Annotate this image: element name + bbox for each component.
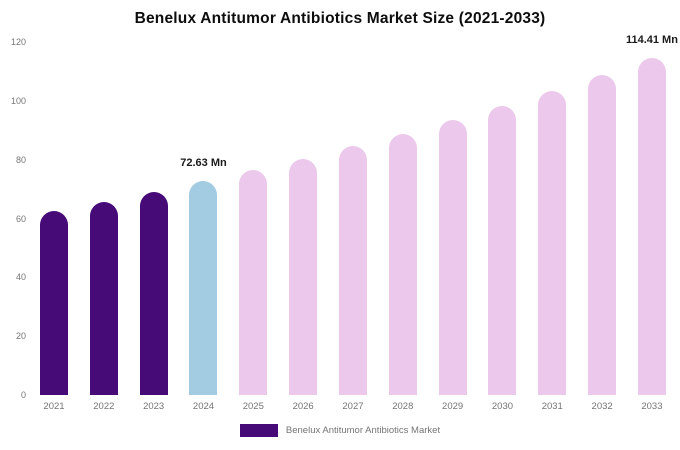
bar-2023	[139, 192, 168, 395]
y-tick-40: 40	[15, 272, 26, 283]
y-tick-0: 0	[20, 390, 26, 400]
bar-column-2032	[580, 42, 624, 395]
x-tick-2027: 2027	[342, 401, 364, 412]
legend: Benelux Antitumor Antibiotics Market	[0, 424, 680, 437]
bar-column-2027	[331, 42, 375, 395]
x-tick-2028: 2028	[392, 401, 414, 412]
x-tick-2029: 2029	[442, 401, 464, 412]
bar-2031	[538, 90, 567, 395]
x-tick-2021: 2021	[43, 401, 65, 412]
x-tick-2026: 2026	[292, 401, 314, 412]
bar-2025	[239, 170, 268, 395]
bar-2021	[40, 211, 68, 395]
bar-2029	[438, 120, 467, 395]
legend-swatch	[239, 424, 278, 437]
bar-2030	[488, 105, 517, 395]
chart-title: Benelux Antitumor Antibiotics Market Siz…	[134, 10, 546, 27]
y-tick-60: 60	[15, 213, 26, 224]
y-tick-80: 80	[15, 154, 26, 165]
y-tick-100: 100	[10, 95, 26, 106]
y-tick-20: 20	[15, 331, 26, 342]
data-label-2024: 72.63 Mn	[180, 157, 227, 170]
bars-area: 72.63 Mn 114.41 Mn	[32, 34, 678, 395]
bar-2028	[388, 133, 417, 395]
bar-2026	[289, 158, 318, 395]
x-tick-2022: 2022	[93, 401, 115, 412]
x-tick-2031: 2031	[541, 401, 563, 412]
bar-column-2024: 72.63 Mn	[180, 42, 227, 395]
plot-area: 72.63 Mn 114.41 Mn	[32, 34, 678, 395]
data-label-2033: 114.41 Mn	[625, 34, 678, 47]
x-tick-2030: 2030	[491, 401, 514, 412]
bar-column-2029	[431, 42, 475, 395]
bar-2027	[338, 146, 367, 395]
bar-column-2022	[82, 42, 126, 395]
bar-2032	[588, 75, 617, 395]
bar-2022	[89, 202, 118, 395]
x-tick-2023: 2023	[143, 401, 165, 412]
bar-column-2026	[281, 42, 325, 395]
bar-column-2025	[231, 42, 275, 395]
bar-column-2033: 114.41 Mn	[626, 34, 678, 395]
bar-column-2030	[480, 42, 524, 395]
bar-column-2023	[132, 42, 176, 395]
x-tick-2033: 2033	[641, 401, 663, 412]
x-axis: 2021 2022 2023 2024 2025 2026 2027 2028 2029 2030…	[32, 401, 674, 412]
x-tick-2032: 2032	[591, 401, 613, 412]
bar-2033: 114.41 Mn	[626, 34, 678, 395]
bar-column-2021	[32, 42, 76, 395]
y-axis: 0 20 40 60 80 100 120	[0, 37, 30, 400]
x-tick-2024: 2024	[192, 401, 215, 412]
bar-column-2028	[381, 42, 425, 395]
legend-label: Benelux Antitumor Antibiotics Market	[285, 425, 441, 436]
bar-column-2031	[530, 42, 574, 395]
bar-2024: 72.63 Mn	[180, 157, 227, 395]
y-tick-120: 120	[10, 37, 26, 47]
x-tick-2025: 2025	[242, 401, 264, 412]
